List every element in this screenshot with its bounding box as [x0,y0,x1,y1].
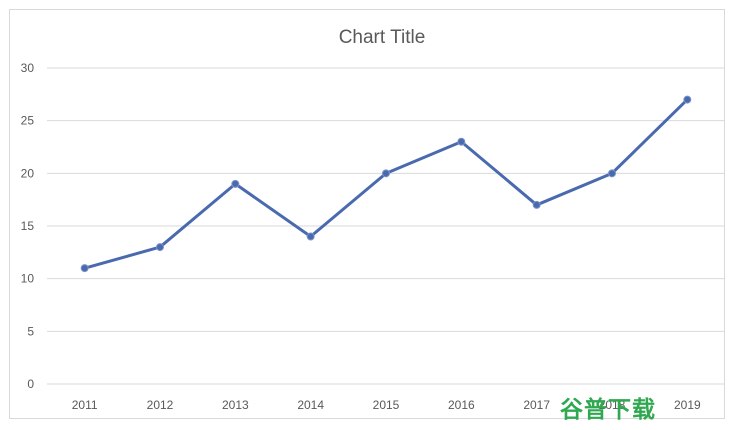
data-point-2015 [382,169,390,178]
data-point-2012 [156,243,164,252]
y-tick-label: 15 [21,219,35,233]
y-tick-label: 25 [21,114,35,128]
chart-title: Chart Title [339,27,426,48]
y-axis-tick-labels: 0 5 10 15 20 25 30 [21,61,35,391]
x-tick-label: 2015 [373,398,400,412]
y-tick-label: 10 [21,272,35,286]
watermark-logo-text: 谷普下载 [560,397,656,423]
data-point-2018 [608,169,616,178]
data-point-2019 [683,95,692,104]
x-tick-label: 2012 [147,398,174,412]
chart-frame [9,9,725,419]
data-point-2016 [457,137,466,146]
data-point-2013 [231,179,240,188]
data-point-2014 [306,232,315,241]
y-tick-label: 30 [21,61,35,75]
data-point-2017 [532,200,541,209]
x-tick-label: 2014 [297,398,324,412]
data-point-2011 [80,264,89,273]
y-tick-label: 0 [27,377,34,391]
x-tick-label: 2013 [222,398,249,412]
x-tick-label: 2011 [72,398,98,412]
x-tick-label: 2017 [523,398,550,412]
series-line [83,98,689,270]
gridlines [47,67,725,385]
x-axis-tick-labels: 2011 2012 2013 2014 2015 2016 2017 2018 2019 [72,398,701,412]
x-tick-label: 2019 [674,398,701,412]
x-tick-label: 2016 [448,398,475,412]
y-tick-label: 20 [21,166,35,180]
x-tick-label: 2018 [599,398,626,412]
series-layer [80,95,692,273]
y-tick-label: 5 [27,324,34,338]
